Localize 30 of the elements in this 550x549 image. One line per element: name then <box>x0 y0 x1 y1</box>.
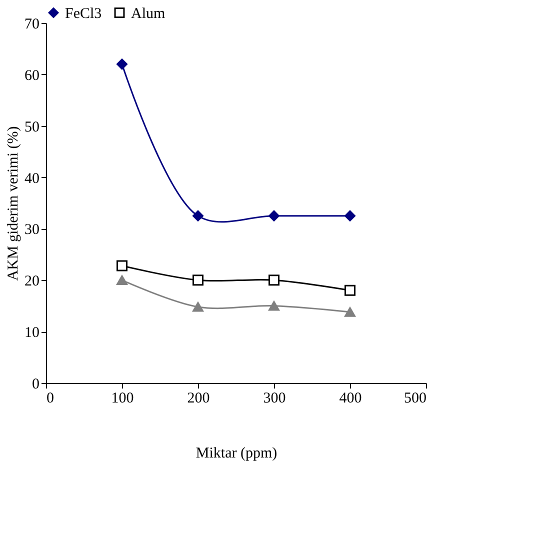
x-tick-label: 200 <box>187 390 210 406</box>
point <box>268 301 280 311</box>
x-tick-label: 400 <box>339 390 362 406</box>
y-tick-label: 30 <box>24 222 40 238</box>
point <box>268 210 280 222</box>
point <box>344 284 356 296</box>
y-tick-label: 70 <box>24 16 40 32</box>
x-axis-title: Miktar (ppm) <box>196 446 278 462</box>
y-tick-label: 60 <box>24 68 40 84</box>
x-tick-label: 100 <box>111 390 134 406</box>
y-tick-label: 10 <box>24 325 40 342</box>
point <box>344 210 356 222</box>
y-tick-label: 50 <box>24 119 40 136</box>
x-tick-label: 0 <box>46 390 54 406</box>
point <box>192 274 204 286</box>
y-tick-label: 0 <box>32 376 40 392</box>
point <box>192 302 204 312</box>
y-axis-title: AKM giderim verimi (%) <box>6 126 22 281</box>
point <box>116 58 128 70</box>
point <box>344 307 356 317</box>
legend-label: FeCl3 <box>65 6 102 22</box>
x-tick-label: 300 <box>263 390 286 406</box>
legend-label: Alum <box>131 6 166 22</box>
point <box>268 274 280 286</box>
y-tick-label: 40 <box>24 170 40 187</box>
point <box>116 260 128 272</box>
point <box>116 275 128 285</box>
x-tick-label: 500 <box>404 390 426 406</box>
point <box>192 210 204 222</box>
y-tick-label: 20 <box>24 274 40 290</box>
